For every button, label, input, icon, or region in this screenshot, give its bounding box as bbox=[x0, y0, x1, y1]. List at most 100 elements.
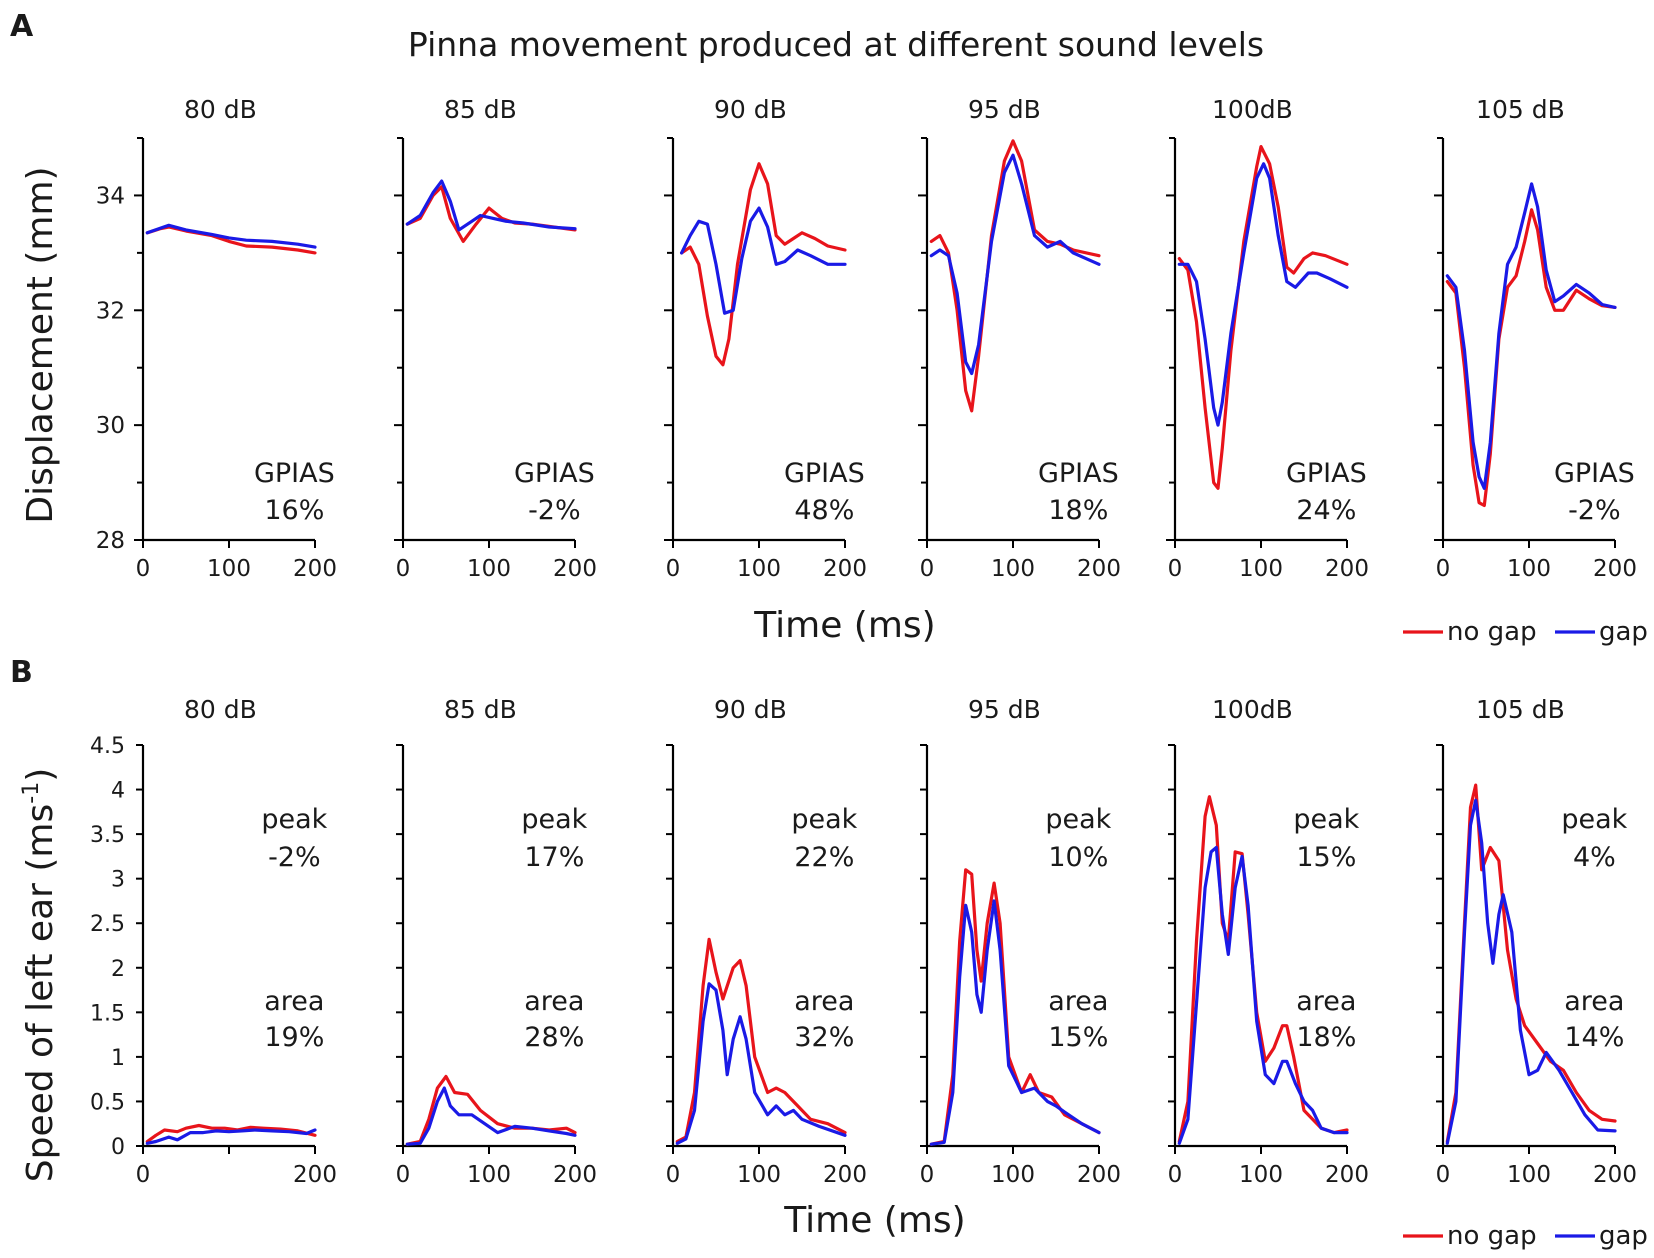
series-line-no-gap bbox=[929, 868, 1101, 1146]
series-line-gap bbox=[1177, 845, 1349, 1145]
y-tick-label: 34 bbox=[96, 183, 125, 209]
panel-b-y-label-end: ) bbox=[20, 768, 61, 782]
subplot-b-2: 85 dB 0 100 200 peak 17% area 28% bbox=[396, 695, 597, 1188]
series-line-gap bbox=[145, 1128, 317, 1145]
panel-a-x-axis-label: Time (ms) bbox=[753, 605, 935, 646]
series-line-no-gap bbox=[405, 1074, 577, 1146]
panel-b-y-label-sup: -1 bbox=[19, 782, 44, 804]
area-label: area bbox=[1296, 986, 1356, 1017]
x-tick-label: 0 bbox=[136, 556, 151, 582]
x-tick-label: 0 bbox=[396, 1162, 411, 1188]
subplot-title: 95 dB bbox=[968, 95, 1041, 124]
subplot-title: 85 dB bbox=[444, 695, 517, 724]
peak-label: peak bbox=[261, 804, 327, 835]
x-tick-label: 100 bbox=[207, 556, 251, 582]
y-tick-label: 3 bbox=[111, 868, 125, 893]
x-tick-label: 100 bbox=[1507, 1162, 1551, 1188]
subplot-title: 105 dB bbox=[1476, 95, 1565, 124]
peak-value: 17% bbox=[524, 842, 584, 873]
y-tick-label: 0.5 bbox=[90, 1090, 125, 1115]
panel-b-label: B bbox=[10, 655, 33, 690]
peak-value: 4% bbox=[1573, 842, 1616, 873]
x-tick-label: 200 bbox=[293, 556, 337, 582]
series-line-gap bbox=[1445, 798, 1617, 1145]
x-tick-label: 200 bbox=[553, 556, 597, 582]
x-tick-label: 0 bbox=[136, 1162, 151, 1188]
panel-a-y-axis-label: Displacement (mm) bbox=[20, 166, 61, 523]
subplot-title: 100dB bbox=[1212, 95, 1293, 124]
area-label: area bbox=[524, 986, 584, 1017]
series-line-no-gap bbox=[675, 937, 847, 1144]
gpias-label: GPIAS bbox=[514, 458, 595, 489]
area-value: 19% bbox=[264, 1022, 324, 1053]
x-tick-label: 100 bbox=[737, 1162, 781, 1188]
gpias-value: 24% bbox=[1296, 495, 1356, 526]
subplot-title: 85 dB bbox=[444, 95, 517, 124]
subplot-title: 95 dB bbox=[968, 695, 1041, 724]
series-line-no-gap bbox=[1445, 208, 1617, 508]
area-value: 28% bbox=[524, 1022, 584, 1053]
x-tick-label: 100 bbox=[467, 556, 511, 582]
x-tick-label: 100 bbox=[1507, 556, 1551, 582]
x-tick-label: 0 bbox=[1436, 556, 1451, 582]
series-line-no-gap bbox=[680, 162, 847, 367]
series-line-no-gap bbox=[1445, 783, 1617, 1144]
y-tick-label: 1 bbox=[111, 1046, 125, 1071]
x-tick-label: 0 bbox=[1168, 1162, 1183, 1188]
series-line-gap bbox=[405, 179, 577, 232]
series-line-gap bbox=[1177, 162, 1349, 427]
series-line-gap bbox=[680, 206, 847, 315]
x-tick-label: 200 bbox=[1077, 556, 1121, 582]
peak-value: 15% bbox=[1296, 842, 1356, 873]
x-tick-label: 200 bbox=[1325, 556, 1369, 582]
gpias-value: 18% bbox=[1048, 495, 1108, 526]
gpias-value: -2% bbox=[1568, 495, 1621, 526]
gpias-value: 16% bbox=[264, 495, 324, 526]
subplot-b-4: 95 dB 0 100 200 peak 10% area 15% bbox=[920, 695, 1121, 1188]
panel-b-x-axis-label: Time (ms) bbox=[783, 1200, 965, 1241]
subplot-title: 90 dB bbox=[714, 695, 787, 724]
x-tick-label: 0 bbox=[920, 556, 935, 582]
gpias-label: GPIAS bbox=[784, 458, 865, 489]
subplot-a-1: 80 dB 0 100 200 28 30 32 34 GPIAS 16% bbox=[96, 95, 337, 582]
subplot-title: 105 dB bbox=[1476, 695, 1565, 724]
x-tick-label: 0 bbox=[396, 556, 411, 582]
x-tick-label: 200 bbox=[1593, 556, 1637, 582]
panel-b-y-axis-label: Speed of left ear (ms-1) bbox=[19, 768, 61, 1183]
x-tick-label: 100 bbox=[1239, 556, 1283, 582]
series-line-gap bbox=[145, 223, 317, 249]
x-tick-label: 200 bbox=[1593, 1162, 1637, 1188]
subplot-a-3: 90 dB 0 100 200 GPIAS 48% bbox=[664, 95, 867, 582]
y-tick-label: 3.5 bbox=[90, 823, 125, 848]
series-line-no-gap bbox=[145, 225, 317, 255]
series-line-gap bbox=[929, 899, 1101, 1146]
area-value: 14% bbox=[1564, 1022, 1624, 1053]
series-line-no-gap bbox=[1177, 145, 1349, 490]
gpias-value: -2% bbox=[528, 495, 581, 526]
area-label: area bbox=[1048, 986, 1108, 1017]
x-tick-label: 0 bbox=[920, 1162, 935, 1188]
area-value: 15% bbox=[1048, 1022, 1108, 1053]
x-tick-label: 100 bbox=[737, 556, 781, 582]
subplot-a-4: 95 dB 0 100 200 GPIAS 18% bbox=[918, 95, 1121, 582]
figure-title: Pinna movement produced at different sou… bbox=[408, 25, 1264, 64]
y-tick-label: 4 bbox=[111, 779, 125, 804]
y-tick-label: 4.5 bbox=[90, 734, 125, 759]
subplot-b-6: 105 dB 0 100 200 peak 4% area 14% bbox=[1436, 695, 1637, 1188]
x-tick-label: 0 bbox=[666, 1162, 681, 1188]
x-tick-label: 100 bbox=[991, 1162, 1035, 1188]
subplot-b-3: 90 dB 0 100 200 peak 22% area 32% bbox=[666, 695, 867, 1188]
subplot-title: 100dB bbox=[1212, 695, 1293, 724]
peak-label: peak bbox=[521, 804, 587, 835]
legend-b-no-gap-label: no gap bbox=[1447, 1221, 1537, 1251]
gpias-label: GPIAS bbox=[1038, 458, 1119, 489]
y-tick-label: 30 bbox=[96, 413, 125, 439]
subplot-a-2: 85 dB 0 100 200 GPIAS -2% bbox=[394, 95, 597, 582]
x-tick-label: 200 bbox=[1077, 1162, 1121, 1188]
series-line-no-gap bbox=[145, 1123, 317, 1144]
panel-b-y-label-main: Speed of left ear (ms bbox=[20, 804, 61, 1183]
peak-value: -2% bbox=[268, 842, 321, 873]
y-tick-label: 2 bbox=[111, 957, 125, 982]
gpias-value: 48% bbox=[794, 495, 854, 526]
subplot-b-5: 100dB 0 100 200 peak 15% area 18% bbox=[1168, 695, 1369, 1188]
